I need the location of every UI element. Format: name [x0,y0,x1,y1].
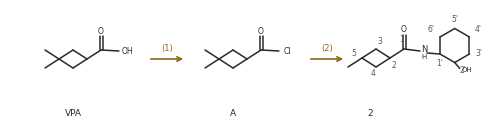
Text: 3': 3' [475,49,482,58]
Text: A: A [230,109,236,117]
Text: H: H [422,54,426,60]
Text: O: O [98,26,104,35]
Text: 4': 4' [475,26,482,34]
Text: 2: 2 [367,109,373,117]
Text: 5': 5' [451,15,458,24]
Text: OH: OH [121,46,133,56]
Text: 5: 5 [352,49,356,57]
Text: VPA: VPA [64,109,82,117]
Text: 1: 1 [400,35,404,45]
Text: 2': 2' [460,66,466,75]
Text: 3: 3 [378,37,382,45]
Text: O: O [401,26,407,34]
Text: N: N [421,45,427,54]
Text: 2: 2 [392,60,396,69]
Text: (2): (2) [321,44,333,53]
Text: OH: OH [462,68,472,73]
Text: 1': 1' [436,58,444,68]
Text: 6': 6' [428,26,434,34]
Text: 4: 4 [370,69,376,79]
Text: Cl: Cl [283,46,291,56]
Text: (1): (1) [161,44,173,53]
Text: O: O [258,26,264,35]
